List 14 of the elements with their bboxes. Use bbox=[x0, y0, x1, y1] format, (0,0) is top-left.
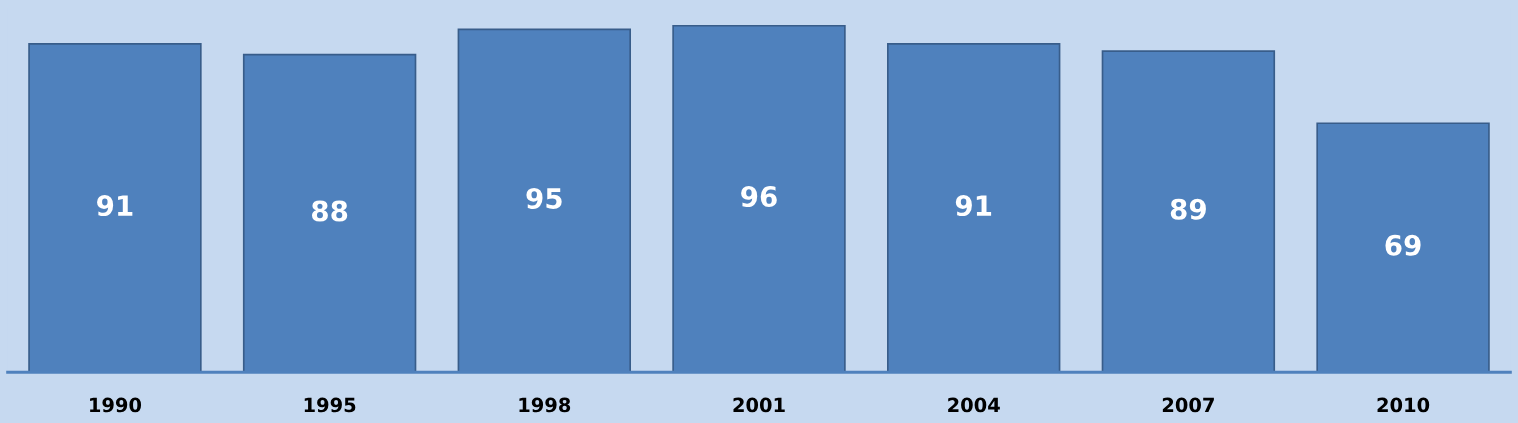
data-label: 69 bbox=[1385, 234, 1421, 256]
x-tick-label: 1995 bbox=[304, 397, 356, 413]
data-label: 96 bbox=[741, 186, 777, 208]
data-label: 89 bbox=[1170, 198, 1206, 220]
x-tick-label: 2004 bbox=[948, 397, 1000, 413]
x-tick-label: 1998 bbox=[519, 397, 571, 413]
x-tick-label: 2001 bbox=[733, 397, 785, 413]
data-label: 91 bbox=[955, 195, 992, 217]
data-label: 88 bbox=[311, 200, 348, 222]
x-tick-label: 1990 bbox=[90, 397, 142, 413]
x-tick-label: 2007 bbox=[1162, 397, 1214, 413]
data-label: 95 bbox=[526, 187, 562, 209]
x-tick-label: 2010 bbox=[1377, 397, 1430, 413]
data-label: 91 bbox=[97, 195, 133, 217]
